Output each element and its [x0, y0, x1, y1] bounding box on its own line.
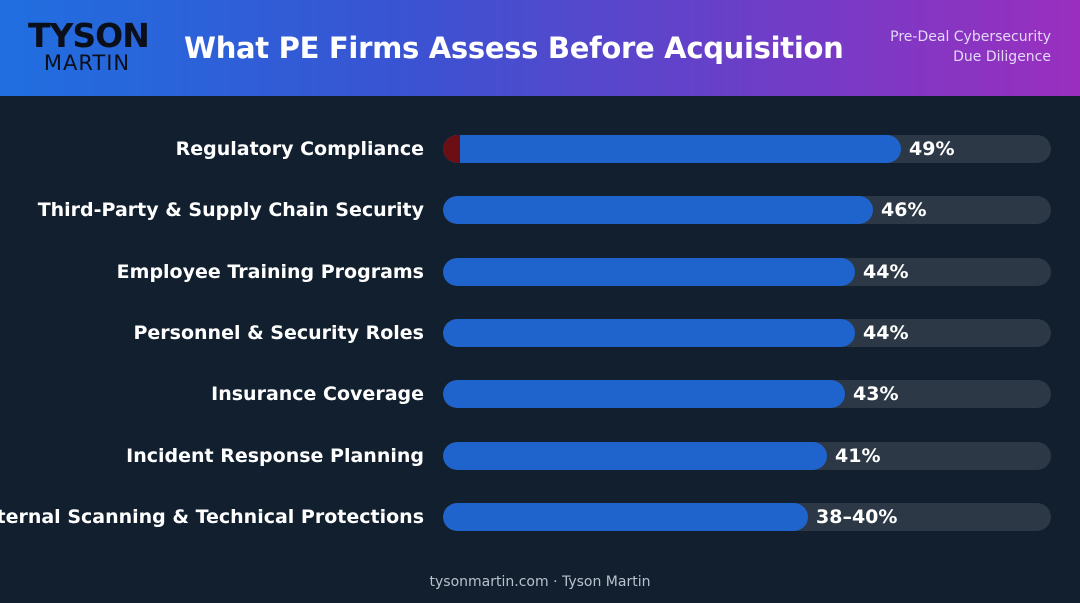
bar-track [443, 380, 1051, 408]
bar-fill [443, 319, 855, 347]
bar-value-label: 46% [881, 199, 927, 221]
subtitle-line-1: Pre-Deal Cybersecurity [890, 29, 1051, 45]
page-subtitle: Pre-Deal Cybersecurity Due Diligence [811, 27, 1051, 67]
bar-category-label: Third-Party & Supply Chain Security [37, 199, 424, 221]
bar-fill [443, 442, 827, 470]
bar-value-label: 49% [909, 138, 955, 160]
page-title: What PE Firms Assess Before Acquisition [184, 31, 844, 65]
bar-row: Third-Party & Supply Chain Security 46% [0, 196, 1080, 224]
logo-bottom-text: MARTIN [43, 51, 131, 75]
bar-row: Incident Response Planning 41% [0, 442, 1080, 470]
bar-track [443, 135, 1051, 163]
footer-credit: tysonmartin.com · Tyson Martin [429, 574, 651, 590]
bar-fill [443, 380, 845, 408]
bar-chart: Regulatory Compliance 49% Third-Party & Su… [0, 96, 1080, 556]
bar-category-label: Personnel & Security Roles [133, 322, 424, 344]
bar-value-label: 38–40% [816, 506, 898, 528]
logo: TYSON MARTIN [28, 16, 152, 75]
bar-category-label: External Scanning & Technical Protection… [0, 506, 424, 528]
subtitle-line-2: Due Diligence [953, 49, 1051, 65]
bar-fill [443, 503, 808, 531]
bar-category-label: Insurance Coverage [211, 383, 424, 405]
bar-row: Employee Training Programs 44% [0, 258, 1080, 286]
header-banner: TYSON MARTIN What PE Firms Assess Before… [0, 0, 1080, 96]
bar-category-label: Employee Training Programs [116, 261, 424, 283]
logo-top-text: TYSON [28, 16, 150, 55]
bar-row: External Scanning & Technical Protection… [0, 503, 1080, 531]
bar-track [443, 442, 1051, 470]
bar-row: Personnel & Security Roles 44% [0, 319, 1080, 347]
bar-fill [443, 258, 855, 286]
bar-fill [443, 196, 873, 224]
bar-value-label: 43% [853, 383, 899, 405]
bar-track [443, 196, 1051, 224]
bar-fill [443, 135, 901, 163]
bar-category-label: Regulatory Compliance [175, 138, 424, 160]
bar-accent [443, 135, 460, 163]
bar-track [443, 258, 1051, 286]
bar-category-label: Incident Response Planning [126, 445, 424, 467]
bar-value-label: 44% [863, 261, 909, 283]
bar-row: Insurance Coverage 43% [0, 380, 1080, 408]
bar-track [443, 319, 1051, 347]
bar-value-label: 41% [835, 445, 881, 467]
bar-track [443, 503, 1051, 531]
bar-row: Regulatory Compliance 49% [0, 135, 1080, 163]
bar-value-label: 44% [863, 322, 909, 344]
